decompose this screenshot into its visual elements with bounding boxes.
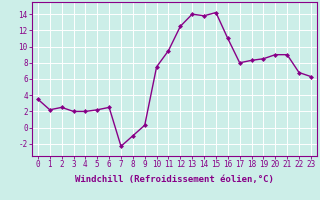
X-axis label: Windchill (Refroidissement éolien,°C): Windchill (Refroidissement éolien,°C) [75,175,274,184]
